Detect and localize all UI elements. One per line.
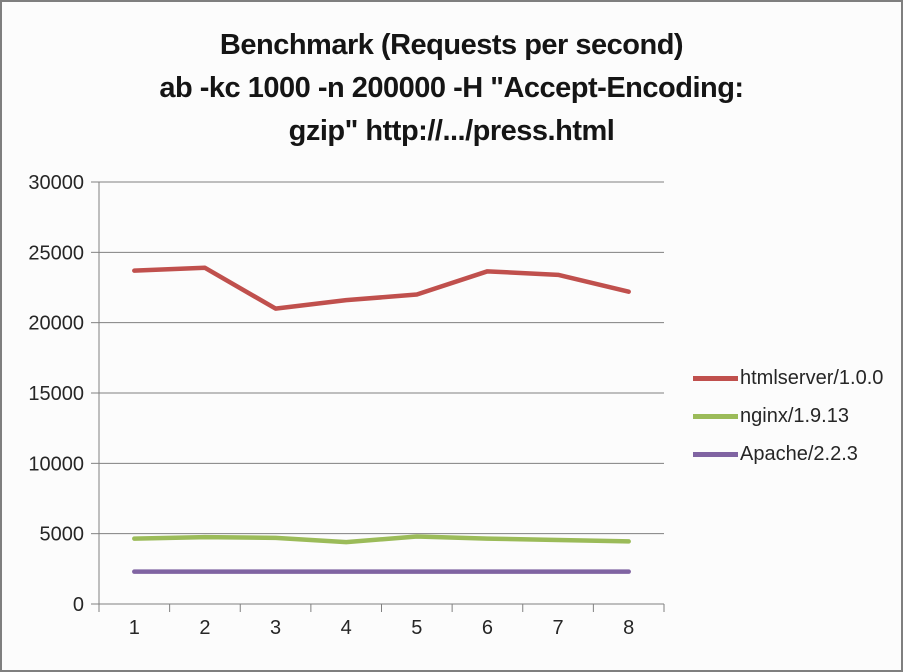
x-axis-tick-label: 6 bbox=[482, 617, 493, 639]
y-axis-tick-label: 10000 bbox=[28, 453, 84, 475]
legend-line-swatch bbox=[693, 375, 738, 381]
chart-title-line-1: Benchmark (Requests per second) bbox=[219, 29, 684, 61]
y-axis-tick-label: 5000 bbox=[40, 524, 85, 546]
legend: htmlserver/1.0.0 nginx/1.9.13 Apache/2.2.3 bbox=[693, 359, 883, 473]
series-line-1 bbox=[132, 265, 631, 311]
legend-item-2: nginx/1.9.13 bbox=[693, 397, 883, 435]
x-axis-tick-label: 3 bbox=[270, 617, 281, 639]
y-axis-tick-label: 25000 bbox=[28, 242, 84, 264]
x-axis-tick-label: 4 bbox=[341, 617, 352, 639]
chart-title-line-3: gzip" http://.../press.html bbox=[288, 115, 615, 147]
legend-label: nginx/1.9.13 bbox=[740, 404, 849, 427]
legend-line-swatch bbox=[693, 451, 738, 457]
series-line-2 bbox=[132, 534, 631, 545]
legend-item-3: Apache/2.2.3 bbox=[693, 435, 883, 473]
y-axis-tick-label: 30000 bbox=[28, 172, 84, 194]
x-axis-tick-label: 2 bbox=[199, 617, 210, 639]
chart-title-line-2: ab -kc 1000 -n 200000 -H "Accept-Encodin… bbox=[159, 72, 744, 104]
legend-item-1: htmlserver/1.0.0 bbox=[693, 359, 883, 397]
y-axis-tick-label: 0 bbox=[73, 594, 84, 616]
y-axis-tick-label: 15000 bbox=[28, 383, 84, 405]
chart-title: Benchmark (Requests per second) ab -kc 1… bbox=[2, 24, 901, 153]
y-axis-tick-label: 20000 bbox=[28, 313, 84, 335]
x-axis-tick-label: 5 bbox=[411, 617, 422, 639]
legend-label: Apache/2.2.3 bbox=[740, 442, 858, 465]
legend-label: htmlserver/1.0.0 bbox=[740, 366, 884, 389]
x-axis-tick-label: 8 bbox=[623, 617, 634, 639]
x-axis-tick-label: 7 bbox=[553, 617, 564, 639]
x-axis-tick-label: 1 bbox=[129, 617, 140, 639]
legend-line-swatch bbox=[693, 413, 738, 419]
